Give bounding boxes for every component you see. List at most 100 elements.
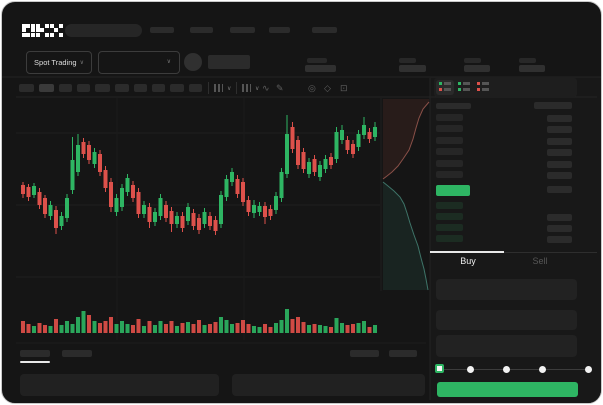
orderbook-header-price xyxy=(436,103,471,109)
orderbook-mode-both-icon[interactable] xyxy=(439,82,451,93)
green-square xyxy=(458,88,461,91)
timeframe-button-8[interactable] xyxy=(152,84,165,92)
ask-row-price[interactable] xyxy=(436,148,463,155)
ask-row-price[interactable] xyxy=(436,171,463,178)
bid-row-price[interactable] xyxy=(436,202,463,209)
timeframe-button-3[interactable] xyxy=(59,84,72,92)
logo-pixel xyxy=(36,32,40,37)
chevron-down-icon[interactable]: ∨ xyxy=(255,86,260,92)
logo-pixel xyxy=(44,24,49,28)
stat-label-4 xyxy=(519,58,536,63)
tab-sell[interactable]: Sell xyxy=(532,256,548,266)
ask-row-price[interactable] xyxy=(436,136,463,144)
logo-pixel xyxy=(22,24,26,28)
ask-row-price[interactable] xyxy=(436,125,463,132)
bottom-panel-1 xyxy=(20,374,219,396)
toolbar-divider xyxy=(208,82,209,94)
bid-row-price[interactable] xyxy=(436,213,463,220)
bottom-mini-button-2[interactable] xyxy=(389,350,417,357)
pair-dropdown[interactable]: ∨ xyxy=(98,51,180,74)
logo-pixel xyxy=(22,32,26,37)
fullscreen-icon[interactable]: ⊡ xyxy=(340,83,348,93)
ask-row-price[interactable] xyxy=(436,113,463,121)
slider-dot[interactable] xyxy=(539,366,546,373)
logo-pixel xyxy=(26,24,31,28)
orderbook-mode-asks-icon[interactable] xyxy=(477,82,489,93)
timeframe-button-2[interactable] xyxy=(39,84,54,92)
settings-diamond-icon[interactable]: ◇ xyxy=(324,83,331,93)
slider-dot[interactable] xyxy=(503,366,510,373)
ask-row-price[interactable] xyxy=(436,159,463,167)
red-square xyxy=(477,88,480,91)
order-form-field-1[interactable] xyxy=(436,279,577,300)
bid-row-amount xyxy=(547,236,572,243)
bottom-tab-1[interactable] xyxy=(20,350,50,357)
nav-item-1[interactable] xyxy=(150,27,174,33)
nav-item-5[interactable] xyxy=(312,27,337,33)
amount-slider-track[interactable] xyxy=(439,368,590,370)
indicator-dropdown-1-icon[interactable] xyxy=(214,84,223,92)
last-price-amount xyxy=(547,186,572,193)
timeframe-button-9[interactable] xyxy=(170,84,184,92)
bid-row-amount xyxy=(547,225,572,232)
slider-dot[interactable] xyxy=(585,366,592,373)
logo-pixel xyxy=(30,24,35,28)
buy-submit-button[interactable] xyxy=(437,382,578,397)
logo-pixel xyxy=(36,28,40,33)
orderbook-toolbar xyxy=(434,78,577,97)
nav-item-4[interactable] xyxy=(269,27,290,33)
nav-item-3[interactable] xyxy=(230,27,255,33)
okx-logo[interactable] xyxy=(22,24,63,39)
bid-row-price[interactable] xyxy=(436,224,463,231)
timeframe-button-4[interactable] xyxy=(77,84,90,92)
market-type-dropdown[interactable]: Spot Trading ∨ xyxy=(26,51,92,74)
row-bar xyxy=(482,88,489,91)
bottom-mini-button-1[interactable] xyxy=(350,350,379,357)
bid-row-amount xyxy=(547,214,572,221)
green-square xyxy=(458,82,461,85)
row-bar xyxy=(463,82,470,85)
ask-row-amount xyxy=(547,160,572,168)
logo-pixel xyxy=(44,32,49,37)
chevron-down-icon[interactable]: ∨ xyxy=(227,86,232,92)
bottom-tab-2[interactable] xyxy=(62,350,92,357)
logo-pixel xyxy=(22,28,26,33)
order-form-field-2[interactable] xyxy=(436,310,577,330)
draw-tool-icon[interactable]: ✎ xyxy=(276,83,284,93)
search-input[interactable] xyxy=(65,24,142,37)
logo-pixel xyxy=(58,24,63,28)
stat-value-4 xyxy=(519,65,545,72)
last-price-pill[interactable] xyxy=(436,185,470,196)
slider-dot[interactable] xyxy=(467,366,474,373)
timeframe-button-1[interactable] xyxy=(19,84,34,92)
logo-pixel xyxy=(26,32,31,37)
timeframe-button-7[interactable] xyxy=(134,84,147,92)
candlestick-series xyxy=(21,115,377,235)
chevron-down-icon: ∨ xyxy=(166,59,171,65)
market-type-label: Spot Trading xyxy=(34,58,77,67)
stat-label-2 xyxy=(399,58,416,63)
volume-series xyxy=(21,309,377,333)
timeframe-button-5[interactable] xyxy=(95,84,110,92)
stat-value-1 xyxy=(305,65,336,72)
wave-line-icon[interactable]: ∿ xyxy=(262,83,270,93)
indicator-dropdown-2-icon[interactable] xyxy=(242,84,251,92)
logo-pixel xyxy=(50,32,54,37)
stat-label-3 xyxy=(464,58,481,63)
ask-row-amount xyxy=(547,172,572,179)
tab-buy[interactable]: Buy xyxy=(460,256,476,266)
row-bar xyxy=(444,88,451,91)
bid-row-price[interactable] xyxy=(436,235,463,242)
orderbook-header-amount xyxy=(534,102,572,109)
timeframe-button-6[interactable] xyxy=(115,84,129,92)
camera-icon[interactable]: ◎ xyxy=(308,83,316,93)
red-square xyxy=(477,82,480,85)
orderbook-mode-bids-icon[interactable] xyxy=(458,82,470,93)
pair-name-placeholder xyxy=(208,55,250,69)
logo-pixel xyxy=(58,32,63,37)
slider-handle[interactable] xyxy=(435,364,444,373)
order-form-field-3[interactable] xyxy=(436,335,577,357)
timeframe-button-10[interactable] xyxy=(189,84,202,92)
nav-item-2[interactable] xyxy=(190,27,213,33)
